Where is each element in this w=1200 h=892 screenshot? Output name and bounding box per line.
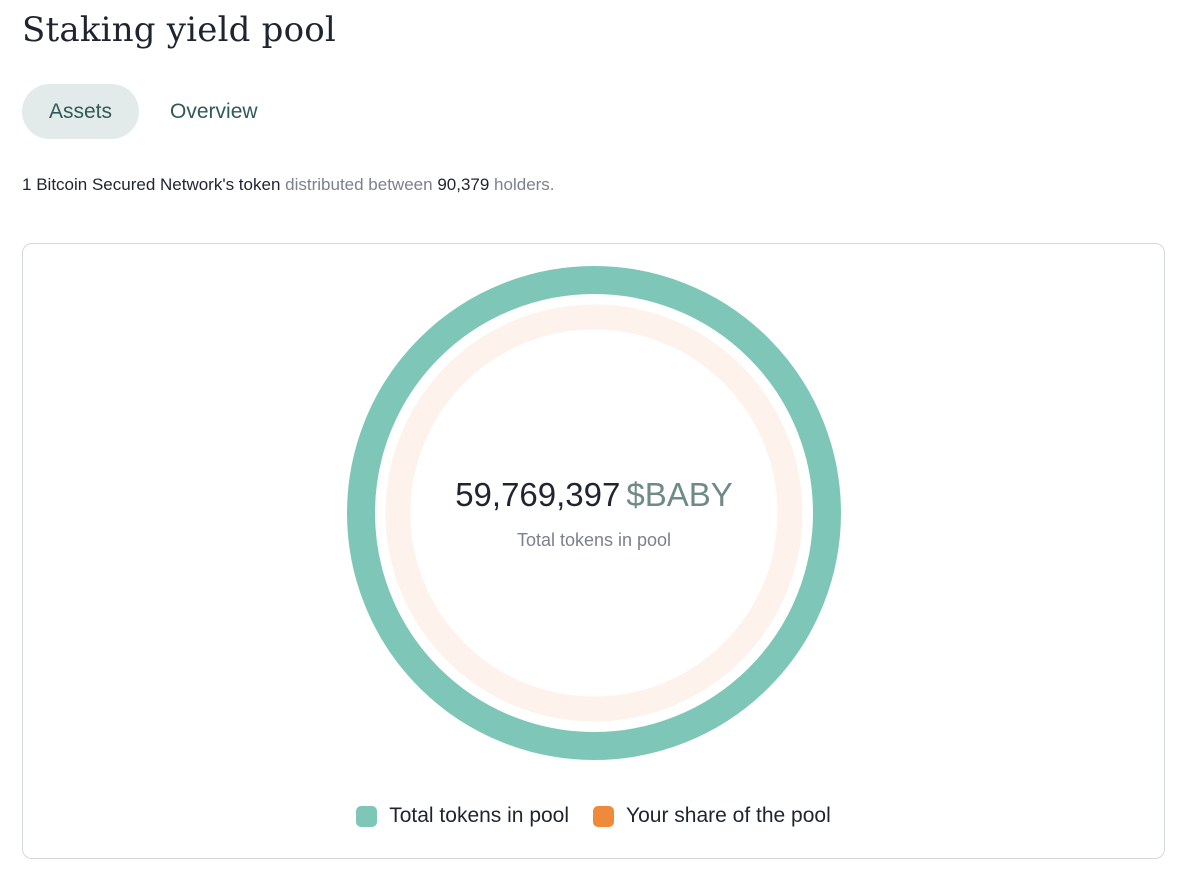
description-middle: distributed between [285, 175, 433, 194]
pool-description: 1 Bitcoin Secured Network's token distri… [22, 175, 555, 195]
pool-card: 59,769,397 $BABY Total tokens in pool Tot… [22, 243, 1165, 859]
share-track-ring [385, 304, 803, 722]
tab-assets[interactable]: Assets [22, 84, 140, 139]
pool-donut-chart [347, 266, 841, 760]
total-amount: 59,769,397 [455, 475, 621, 513]
total-tokens-ring [347, 266, 841, 760]
legend-label-total: Total tokens in pool [389, 804, 570, 827]
legend-swatch-total [356, 805, 378, 827]
pool-total-display: 59,769,397 $BABY Total tokens in pool [347, 266, 841, 760]
page-title: Staking yield pool [22, 10, 336, 50]
holders-count: 90,379 [437, 175, 490, 194]
legend-item-share: Your share of the pool [593, 804, 831, 828]
token-unit: $BABY [626, 475, 733, 513]
total-tokens-value: 59,769,397 $BABY [455, 476, 733, 514]
legend-label-share: Your share of the pool [626, 804, 831, 827]
token-count: 1 [22, 175, 32, 194]
legend-item-total: Total tokens in pool [356, 804, 569, 828]
network-name: Bitcoin Secured Network's token [36, 175, 281, 194]
tab-bar: Assets Overview [22, 84, 285, 139]
description-end: holders. [494, 175, 555, 194]
total-tokens-caption: Total tokens in pool [516, 529, 672, 550]
chart-legend: Total tokens in pool Your share of the p… [23, 804, 1164, 828]
legend-swatch-share [593, 805, 615, 827]
tab-overview[interactable]: Overview [143, 84, 285, 139]
